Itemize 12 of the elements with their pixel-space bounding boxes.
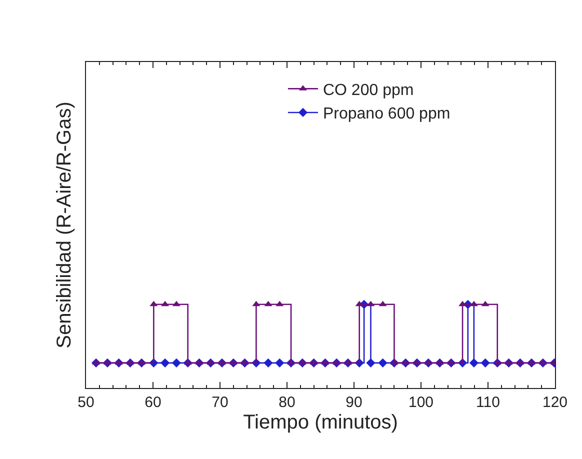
x-tick-label: 60 xyxy=(144,394,162,412)
x-tick-label: 100 xyxy=(408,394,434,412)
x-tick-label: 90 xyxy=(346,394,362,412)
legend-label: CO 200 ppm xyxy=(322,82,414,99)
x-axis-title: Tiempo (minutos) xyxy=(243,412,398,434)
legend-label: Propano 600 ppm xyxy=(322,106,450,123)
y-axis-title: Sensibilidad (R-Aire/R-Gas) xyxy=(53,102,76,348)
x-tick-label: 50 xyxy=(78,394,94,412)
x-tick-label: 70 xyxy=(212,394,228,412)
x-tick-label: 80 xyxy=(278,394,296,412)
x-tick-label: 120 xyxy=(542,394,568,412)
x-tick-label: 110 xyxy=(476,394,500,412)
